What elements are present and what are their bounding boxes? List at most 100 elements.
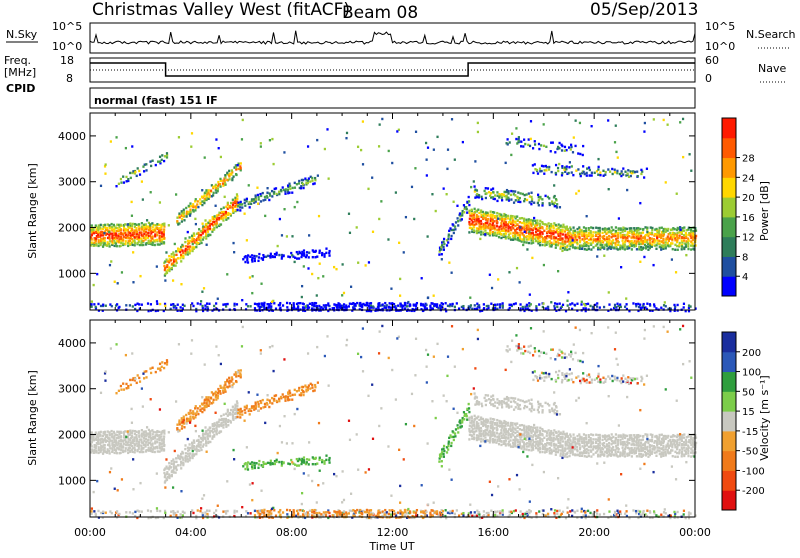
velocity-cell [568, 454, 571, 458]
velocity-cell [129, 429, 132, 432]
velocity-cell [601, 438, 604, 442]
velocity-cell [527, 435, 531, 438]
power-cell [610, 246, 613, 249]
power-cell [191, 242, 194, 246]
power-cell [108, 225, 111, 228]
velocity-cell [180, 452, 183, 456]
velocity-cell [550, 450, 553, 454]
power-cell [229, 201, 233, 205]
velocity-cell [531, 426, 535, 429]
power-cell [598, 306, 601, 309]
velocity-cell [608, 437, 611, 441]
power-cell [619, 246, 622, 249]
power-cell [163, 264, 166, 268]
velocity-cell [140, 448, 143, 451]
power-cell [564, 246, 567, 249]
velocity-cell [92, 435, 95, 438]
power-cell [102, 237, 105, 240]
power-cell [135, 232, 139, 236]
power-cell [295, 250, 298, 254]
power-cell [99, 239, 103, 243]
velocity-cell [610, 440, 614, 443]
velocity-cell [205, 402, 208, 405]
power-cell [394, 305, 397, 308]
velocity-cell [325, 458, 328, 462]
power-cell [184, 251, 187, 254]
power-cell [104, 172, 107, 175]
power-cell [533, 140, 536, 143]
power-cell [117, 240, 120, 243]
power-cell [634, 244, 637, 248]
power-cell [181, 254, 185, 257]
power-cell [234, 200, 237, 203]
power-cell [628, 231, 631, 235]
velocity-cell [480, 422, 483, 426]
power-cell [517, 136, 520, 139]
velocity-cell [311, 456, 314, 459]
velocity-cell [523, 445, 526, 449]
velocity-cell [220, 421, 223, 425]
power-cell [581, 234, 584, 238]
power-cell [213, 304, 216, 308]
power-cell [213, 226, 216, 230]
power-cell [258, 309, 261, 312]
power-cell [270, 189, 274, 193]
velocity-cell [135, 439, 139, 443]
power-cell [538, 239, 541, 242]
power-cell [260, 257, 263, 260]
power-cell [646, 228, 649, 231]
power-cell [210, 184, 213, 187]
power-cell [528, 302, 531, 305]
velocity-cell [518, 444, 522, 447]
power-cell [498, 214, 502, 218]
velocity-cell [466, 418, 469, 421]
power-cell [262, 199, 265, 202]
power-cell [205, 222, 208, 226]
power-cell [293, 181, 296, 185]
velocity-cell [651, 450, 654, 453]
velocity-cell [185, 413, 188, 417]
power-cell [93, 241, 96, 245]
power-cell [468, 203, 471, 207]
power-cell [222, 212, 225, 215]
velocity-cell [475, 438, 479, 442]
power-cell [438, 304, 442, 307]
velocity-cell [137, 430, 141, 433]
velocity-cell [207, 441, 210, 445]
power-cell [559, 224, 562, 227]
velocity-cell [127, 448, 130, 452]
velocity-cell [158, 450, 161, 453]
power-cell [564, 227, 567, 230]
power-cell [161, 235, 164, 238]
velocity-cell [511, 422, 514, 425]
power-cell [282, 188, 285, 192]
power-cell [509, 220, 512, 224]
power-cell [453, 158, 456, 161]
velocity-cell [514, 439, 517, 442]
power-cell [575, 192, 578, 195]
power-cell [491, 218, 494, 221]
power-cell [550, 234, 553, 238]
velocity-cell [594, 445, 598, 448]
velocity-cell [135, 430, 138, 433]
velocity-cell [221, 389, 225, 392]
power-cell [559, 237, 562, 240]
velocity-cell [589, 449, 592, 452]
velocity-cell [576, 453, 580, 456]
power-cell [315, 305, 319, 308]
velocity-cell [222, 419, 225, 422]
power-cell [144, 238, 147, 241]
velocity-cell [638, 455, 641, 458]
power-cell [140, 233, 143, 236]
velocity-cell [216, 394, 220, 397]
power-cell [489, 224, 492, 227]
velocity-cell [203, 404, 207, 407]
power-cell [189, 249, 192, 253]
power-cell [337, 306, 340, 309]
power-cell [552, 231, 555, 234]
power-cell [163, 223, 166, 227]
power-cell [646, 226, 649, 229]
power-cell [158, 243, 161, 246]
power-cell [194, 209, 197, 212]
power-cell [133, 172, 136, 175]
